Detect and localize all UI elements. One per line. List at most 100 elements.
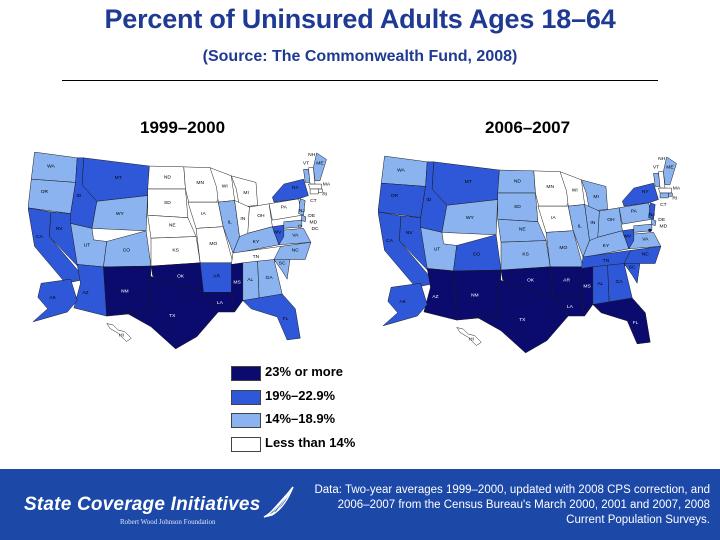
state-label-dc: DC — [661, 230, 669, 236]
brand-subtitle: Robert Wood Johnson Foundation — [120, 518, 216, 526]
state-ny — [272, 178, 309, 203]
state-label-ms: MS — [583, 283, 591, 289]
state-me — [663, 156, 677, 186]
state-dc — [648, 228, 652, 232]
state-label-hi: HI — [119, 333, 124, 339]
state-label-ok: OK — [177, 274, 185, 280]
state-label-va: VA — [642, 237, 649, 243]
state-fl — [592, 297, 651, 345]
state-label-vt: VT — [303, 160, 309, 166]
state-label-de: DE — [308, 213, 316, 219]
state-label-ms: MS — [233, 279, 241, 285]
state-label-fl: FL — [283, 316, 289, 322]
state-label-ia: IA — [201, 211, 206, 217]
state-label-tx: TX — [519, 317, 526, 323]
state-label-az: AZ — [82, 290, 88, 296]
state-mi — [580, 179, 608, 212]
state-ak — [32, 278, 78, 323]
state-label-ar: AR — [563, 278, 570, 284]
state-label-nj: NJ — [299, 208, 306, 214]
state-label-ri: RI — [322, 192, 327, 198]
state-label-ga: GA — [266, 275, 274, 281]
state-label-nd: ND — [514, 178, 522, 184]
state-label-ar: AR — [213, 274, 220, 280]
state-label-ny: NY — [292, 185, 300, 191]
state-label-ma: MA — [673, 186, 681, 192]
state-label-wv: WV — [623, 233, 632, 239]
state-label-sc: SC — [279, 260, 286, 266]
state-fl — [242, 293, 301, 341]
state-label-oh: OH — [607, 217, 615, 223]
state-md — [283, 219, 303, 229]
state-ma — [308, 183, 322, 190]
state-label-wv: WV — [273, 229, 282, 235]
state-label-ks: KS — [172, 247, 179, 253]
state-label-fl: FL — [633, 320, 639, 326]
state-label-mo: MO — [559, 245, 567, 251]
state-label-sd: SD — [514, 204, 521, 210]
legend-swatch-white — [231, 436, 261, 452]
state-label-ak: AK — [49, 295, 56, 301]
state-label-ut: UT — [434, 246, 441, 252]
state-de — [650, 218, 657, 227]
state-label-va: VA — [292, 233, 299, 239]
state-label-de: DE — [658, 217, 666, 223]
state-label-ma: MA — [323, 182, 331, 188]
us-map-2006-2007: WA OR CA NV ID MT WY UT CO AZ NM ND SD NE KS OK TX MN IA MO… — [378, 155, 681, 354]
state-label-ky: KY — [253, 239, 260, 245]
state-label-mn: MN — [196, 180, 204, 186]
state-me — [313, 152, 327, 182]
period-label-left: 1999–2000 — [140, 118, 226, 137]
state-label-ny: NY — [642, 189, 650, 195]
state-hi — [106, 323, 132, 342]
state-label-nd: ND — [164, 174, 172, 180]
state-label-ct: CT — [310, 198, 317, 204]
state-label-pa: PA — [281, 205, 288, 211]
state-label-ky: KY — [603, 243, 610, 249]
state-label-tn: TN — [603, 258, 610, 264]
state-label-ak: AK — [399, 299, 406, 305]
legend-label-light: 14%–18.9% — [265, 411, 336, 426]
state-label-la: LA — [217, 300, 224, 306]
state-label-ok: OK — [527, 278, 535, 284]
state-label-oh: OH — [257, 213, 265, 219]
state-label-me: ME — [316, 160, 324, 166]
state-label-or: OR — [391, 193, 399, 199]
state-label-md: MD — [660, 223, 668, 229]
state-label-vt: VT — [653, 164, 659, 170]
state-label-nv: NV — [56, 226, 64, 232]
state-label-ca: CA — [36, 234, 44, 240]
state-wv — [622, 228, 635, 250]
state-label-al: AL — [247, 277, 253, 283]
state-label-sc: SC — [629, 264, 636, 270]
state-or — [378, 182, 426, 218]
state-label-nm: NM — [121, 288, 129, 294]
state-label-sd: SD — [164, 200, 171, 206]
legend-label-white: Less than 14% — [265, 434, 356, 450]
page-subtitle: (Source: The Commonwealth Fund, 2008) — [202, 48, 518, 65]
period-label-right: 2006–2007 — [485, 118, 571, 137]
state-label-nc: NC — [292, 247, 300, 253]
state-label-me: ME — [666, 164, 674, 170]
state-nc — [273, 242, 312, 260]
state-label-mi: MI — [243, 190, 248, 196]
state-label-id: ID — [76, 193, 81, 199]
state-label-id: ID — [426, 197, 431, 203]
state-label-il: IL — [228, 219, 232, 225]
feather-logo-icon — [263, 486, 294, 518]
state-or — [28, 178, 76, 214]
state-label-dc: DC — [311, 226, 319, 232]
legend-label-mid: 19%–22.9% — [265, 387, 336, 403]
title-divider — [62, 80, 658, 81]
state-label-or: OR — [41, 189, 49, 195]
state-label-la: LA — [567, 304, 574, 310]
state-ms — [581, 266, 594, 317]
state-label-wy: WY — [116, 211, 125, 217]
legend-label-dark: 23% or more — [265, 364, 344, 379]
legend-swatch-mid — [231, 389, 261, 405]
brand-name: State Coverage Initiatives — [24, 494, 261, 515]
state-label-mt: MT — [465, 179, 472, 185]
state-label-ct: CT — [660, 202, 667, 208]
state-label-ks: KS — [522, 251, 529, 257]
state-label-md: MD — [310, 219, 318, 225]
